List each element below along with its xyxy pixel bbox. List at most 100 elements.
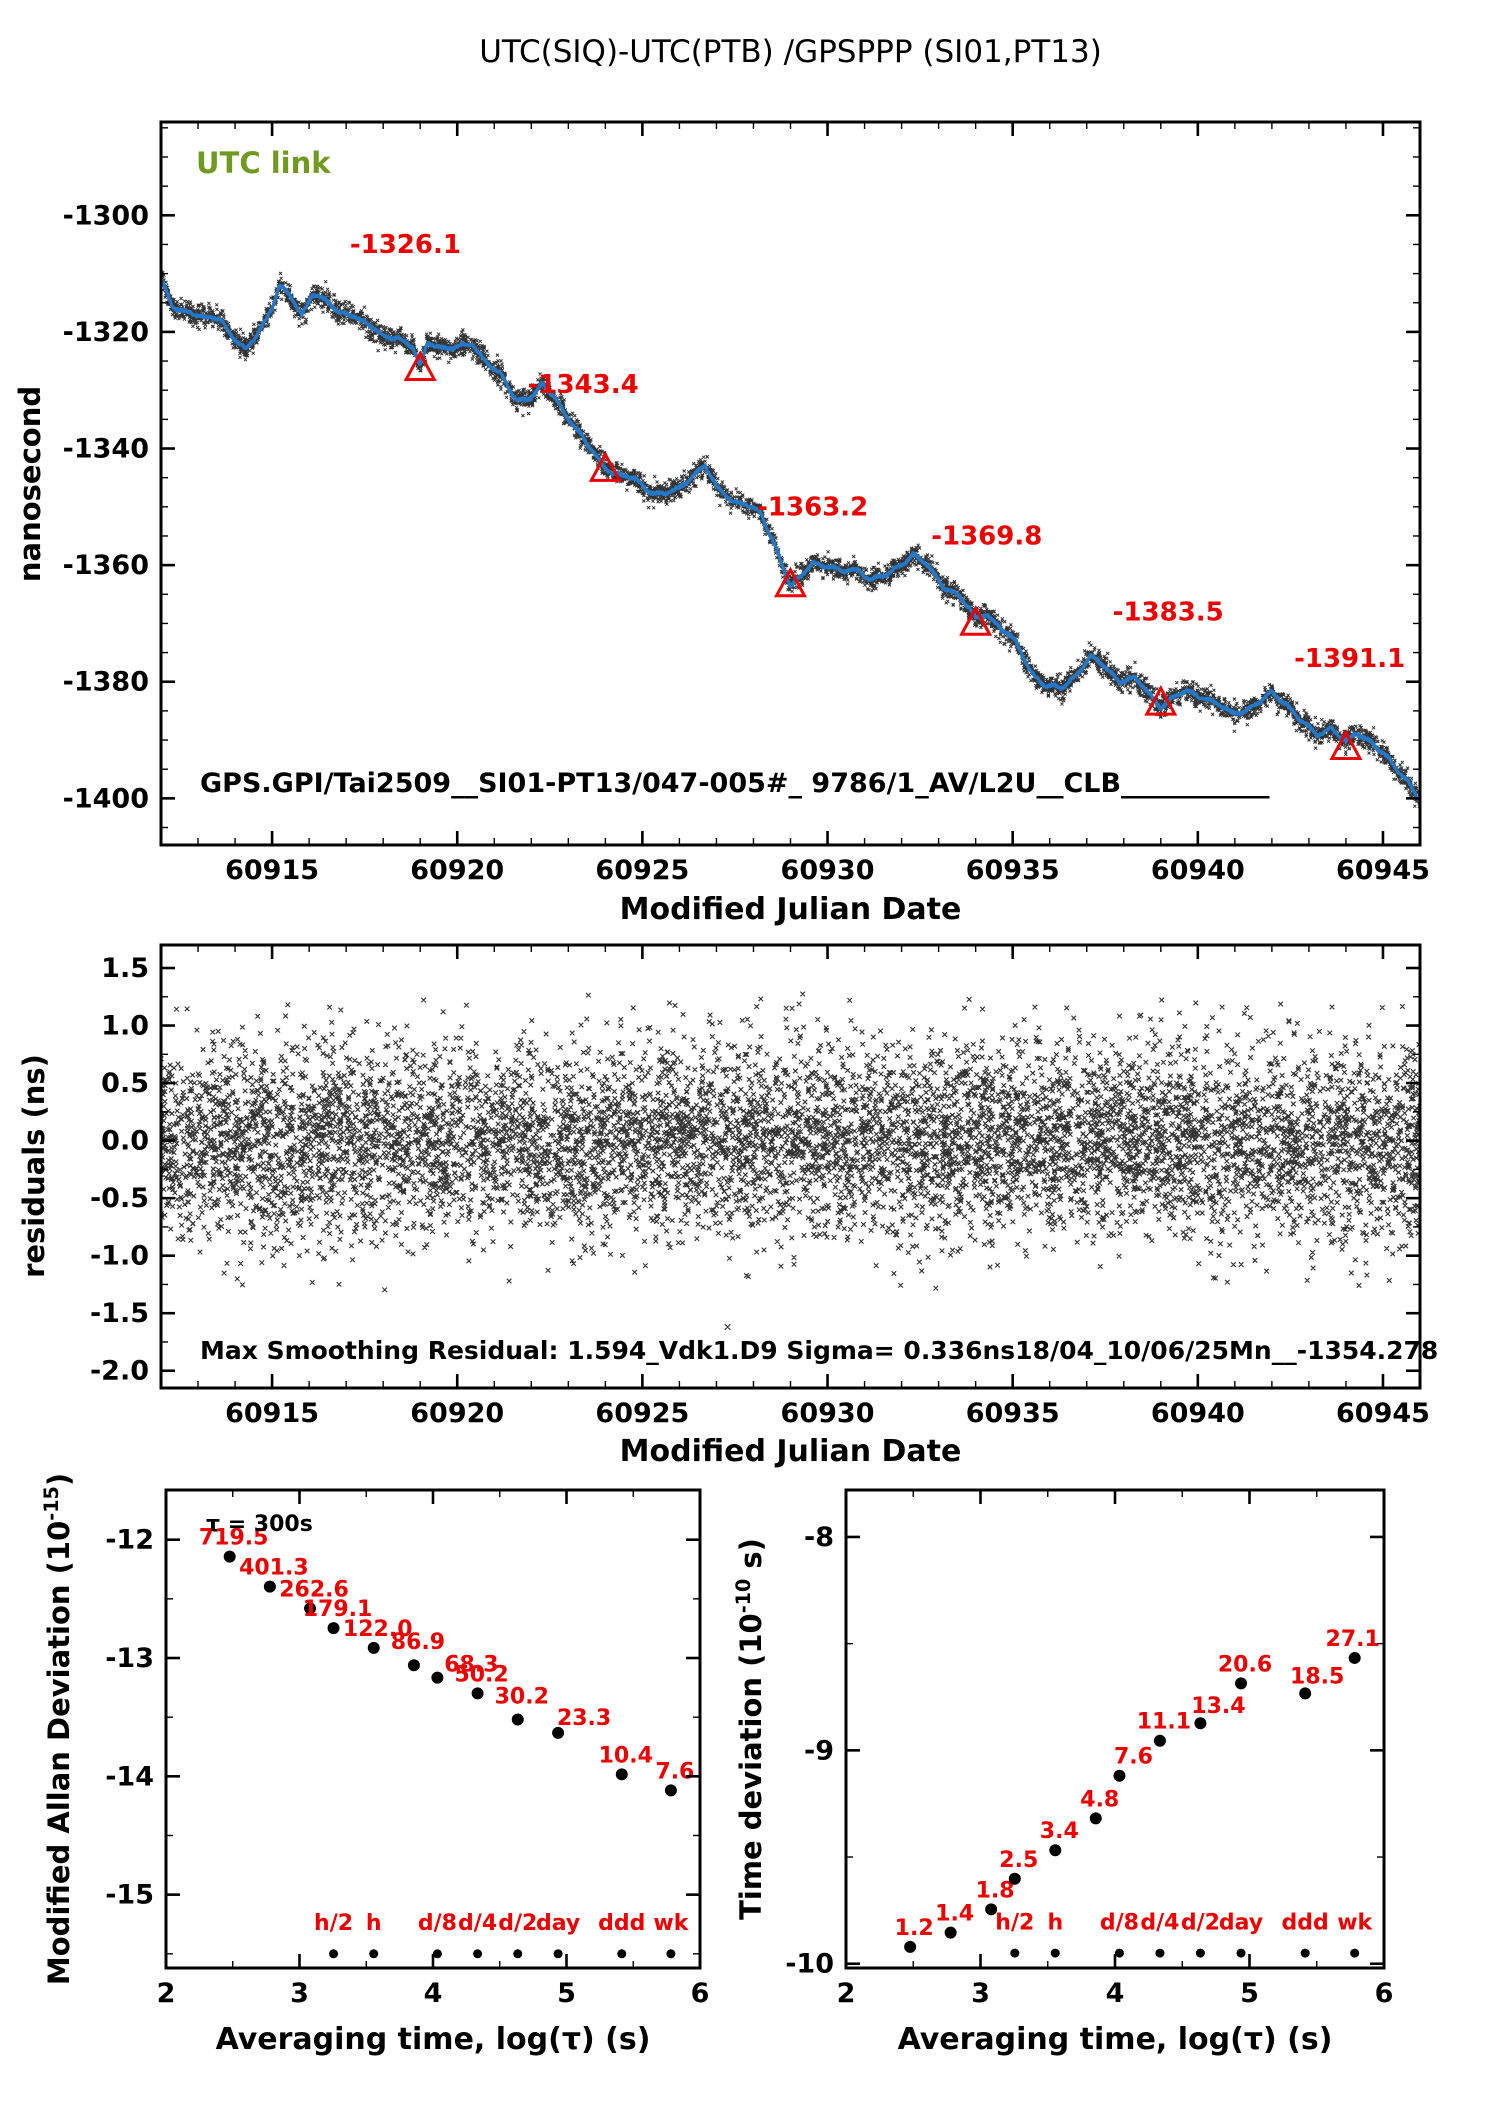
svg-text:6: 6: [691, 1978, 710, 2009]
svg-text:13.4: 13.4: [1191, 1694, 1245, 1719]
svg-text:ddd: ddd: [598, 1911, 645, 1936]
svg-text:60945: 60945: [1336, 1398, 1430, 1429]
svg-text:4: 4: [1106, 1978, 1125, 2009]
svg-text:day: day: [1219, 1911, 1263, 1936]
svg-text:4: 4: [424, 1978, 443, 2009]
residual-xlabel: Modified Julian Date: [619, 1434, 962, 1469]
svg-text:2.5: 2.5: [999, 1848, 1038, 1873]
svg-text:h/2: h/2: [314, 1911, 353, 1936]
svg-text:60920: 60920: [410, 855, 504, 886]
mdev-xlabel: Averaging time, log(τ) (s): [215, 2022, 651, 2057]
tdev-ylabel: Time deviation (10-10 s): [732, 1538, 768, 1920]
svg-text:1.0: 1.0: [101, 1011, 149, 1042]
svg-text:4.8: 4.8: [1080, 1787, 1119, 1812]
svg-text:401.3: 401.3: [239, 1556, 309, 1581]
svg-text:60930: 60930: [781, 1398, 875, 1429]
mdev-ylabel: Modified Allan Deviation (10-15): [40, 1473, 76, 1985]
svg-text:7.6: 7.6: [655, 1759, 694, 1784]
top-panel-info-line: GPS.GPI/Tai2509__SI01-PT13/047-005#_ 978…: [200, 768, 1270, 799]
svg-text:-1383.5: -1383.5: [1113, 598, 1224, 628]
svg-text:-1320: -1320: [63, 317, 149, 348]
svg-text:179.1: 179.1: [303, 1597, 373, 1622]
residual-ylabel: residuals (ns): [17, 1054, 51, 1278]
svg-text:wk: wk: [653, 1911, 689, 1936]
svg-text:-2.0: -2.0: [90, 1356, 149, 1387]
svg-text:-0.5: -0.5: [90, 1183, 149, 1214]
svg-text:60935: 60935: [966, 855, 1060, 886]
residual-info-line: Max Smoothing Residual: 1.594_Vdk1.D9 Si…: [200, 1336, 1439, 1365]
svg-text:60940: 60940: [1151, 855, 1245, 886]
svg-text:1.5: 1.5: [101, 953, 149, 984]
tdev-ylabel-sup: -10: [732, 1578, 756, 1614]
svg-text:h: h: [1047, 1911, 1063, 1936]
svg-text:d/8: d/8: [418, 1911, 457, 1936]
svg-text:68.3: 68.3: [444, 1653, 498, 1678]
svg-text:-1400: -1400: [63, 783, 149, 814]
svg-text:60925: 60925: [595, 855, 689, 886]
svg-text:-9: -9: [804, 1735, 834, 1766]
svg-text:1.4: 1.4: [935, 1902, 974, 1927]
svg-text:1.2: 1.2: [895, 1916, 934, 1941]
svg-text:-14: -14: [105, 1761, 154, 1792]
svg-text:-1.0: -1.0: [90, 1241, 149, 1272]
svg-text:60935: 60935: [966, 1398, 1060, 1429]
svg-text:18.5: 18.5: [1290, 1664, 1344, 1689]
svg-text:-1326.1: -1326.1: [350, 230, 461, 260]
svg-text:122.0: 122.0: [343, 1617, 413, 1642]
svg-text:-1380: -1380: [63, 667, 149, 698]
svg-text:d/8: d/8: [1100, 1911, 1139, 1936]
tdev-ylabel-main: Time deviation (10: [733, 1613, 768, 1920]
svg-text:h/2: h/2: [995, 1911, 1034, 1936]
svg-text:-1360: -1360: [63, 550, 149, 581]
mdev-tau-note: τ = 300s: [206, 1512, 313, 1537]
svg-text:-1340: -1340: [63, 434, 149, 465]
svg-text:5: 5: [557, 1978, 576, 2009]
svg-text:60925: 60925: [595, 1398, 689, 1429]
svg-text:1.8: 1.8: [976, 1878, 1015, 1903]
svg-text:-12: -12: [105, 1525, 154, 1556]
top-panel-xlabel: Modified Julian Date: [619, 892, 962, 927]
mdev-ylabel-tail: ): [41, 1472, 76, 1487]
svg-text:2: 2: [837, 1978, 856, 2009]
page-title: UTC(SIQ)-UTC(PTB) /GPSPPP (SI01,PT13): [479, 34, 1102, 70]
svg-text:11.1: 11.1: [1137, 1710, 1191, 1735]
svg-text:262.6: 262.6: [279, 1577, 349, 1602]
svg-text:50.2: 50.2: [454, 1662, 508, 1687]
svg-text:-1.5: -1.5: [90, 1298, 149, 1329]
svg-text:-1300: -1300: [63, 200, 149, 231]
svg-text:-1343.4: -1343.4: [528, 370, 639, 400]
svg-text:7.6: 7.6: [1114, 1745, 1153, 1770]
svg-text:ddd: ddd: [1282, 1911, 1329, 1936]
svg-text:d/2: d/2: [498, 1911, 537, 1936]
svg-text:86.9: 86.9: [391, 1630, 445, 1655]
svg-text:d/2: d/2: [1181, 1911, 1220, 1936]
svg-text:day: day: [536, 1911, 580, 1936]
svg-text:2: 2: [157, 1978, 176, 2009]
svg-text:3.4: 3.4: [1040, 1819, 1079, 1844]
mdev-ylabel-main: Modified Allan Deviation (10: [41, 1520, 76, 1986]
utc-link-label: UTC link: [196, 146, 331, 180]
svg-text:60930: 60930: [781, 855, 875, 886]
svg-text:5: 5: [1240, 1978, 1259, 2009]
svg-text:-15: -15: [105, 1880, 154, 1911]
svg-text:719.5: 719.5: [199, 1526, 269, 1551]
svg-text:d/4: d/4: [458, 1911, 497, 1936]
svg-text:60915: 60915: [225, 855, 319, 886]
tdev-xlabel: Averaging time, log(τ) (s): [897, 2022, 1333, 2057]
svg-text:3: 3: [290, 1978, 309, 2009]
svg-text:10.4: 10.4: [599, 1743, 653, 1768]
svg-text:-1391.1: -1391.1: [1294, 644, 1405, 674]
svg-text:6: 6: [1375, 1978, 1394, 2009]
tdev-ylabel-tail: s): [733, 1538, 768, 1579]
svg-text:20.6: 20.6: [1218, 1652, 1272, 1677]
svg-text:h: h: [366, 1911, 382, 1936]
svg-text:-10: -10: [785, 1949, 834, 1980]
svg-text:60940: 60940: [1151, 1398, 1245, 1429]
svg-text:23.3: 23.3: [557, 1706, 611, 1731]
mdev-ylabel-sup: -15: [40, 1486, 64, 1521]
svg-text:wk: wk: [1337, 1911, 1373, 1936]
top-panel-ylabel: nanosecond: [13, 385, 47, 583]
svg-text:60945: 60945: [1336, 855, 1430, 886]
